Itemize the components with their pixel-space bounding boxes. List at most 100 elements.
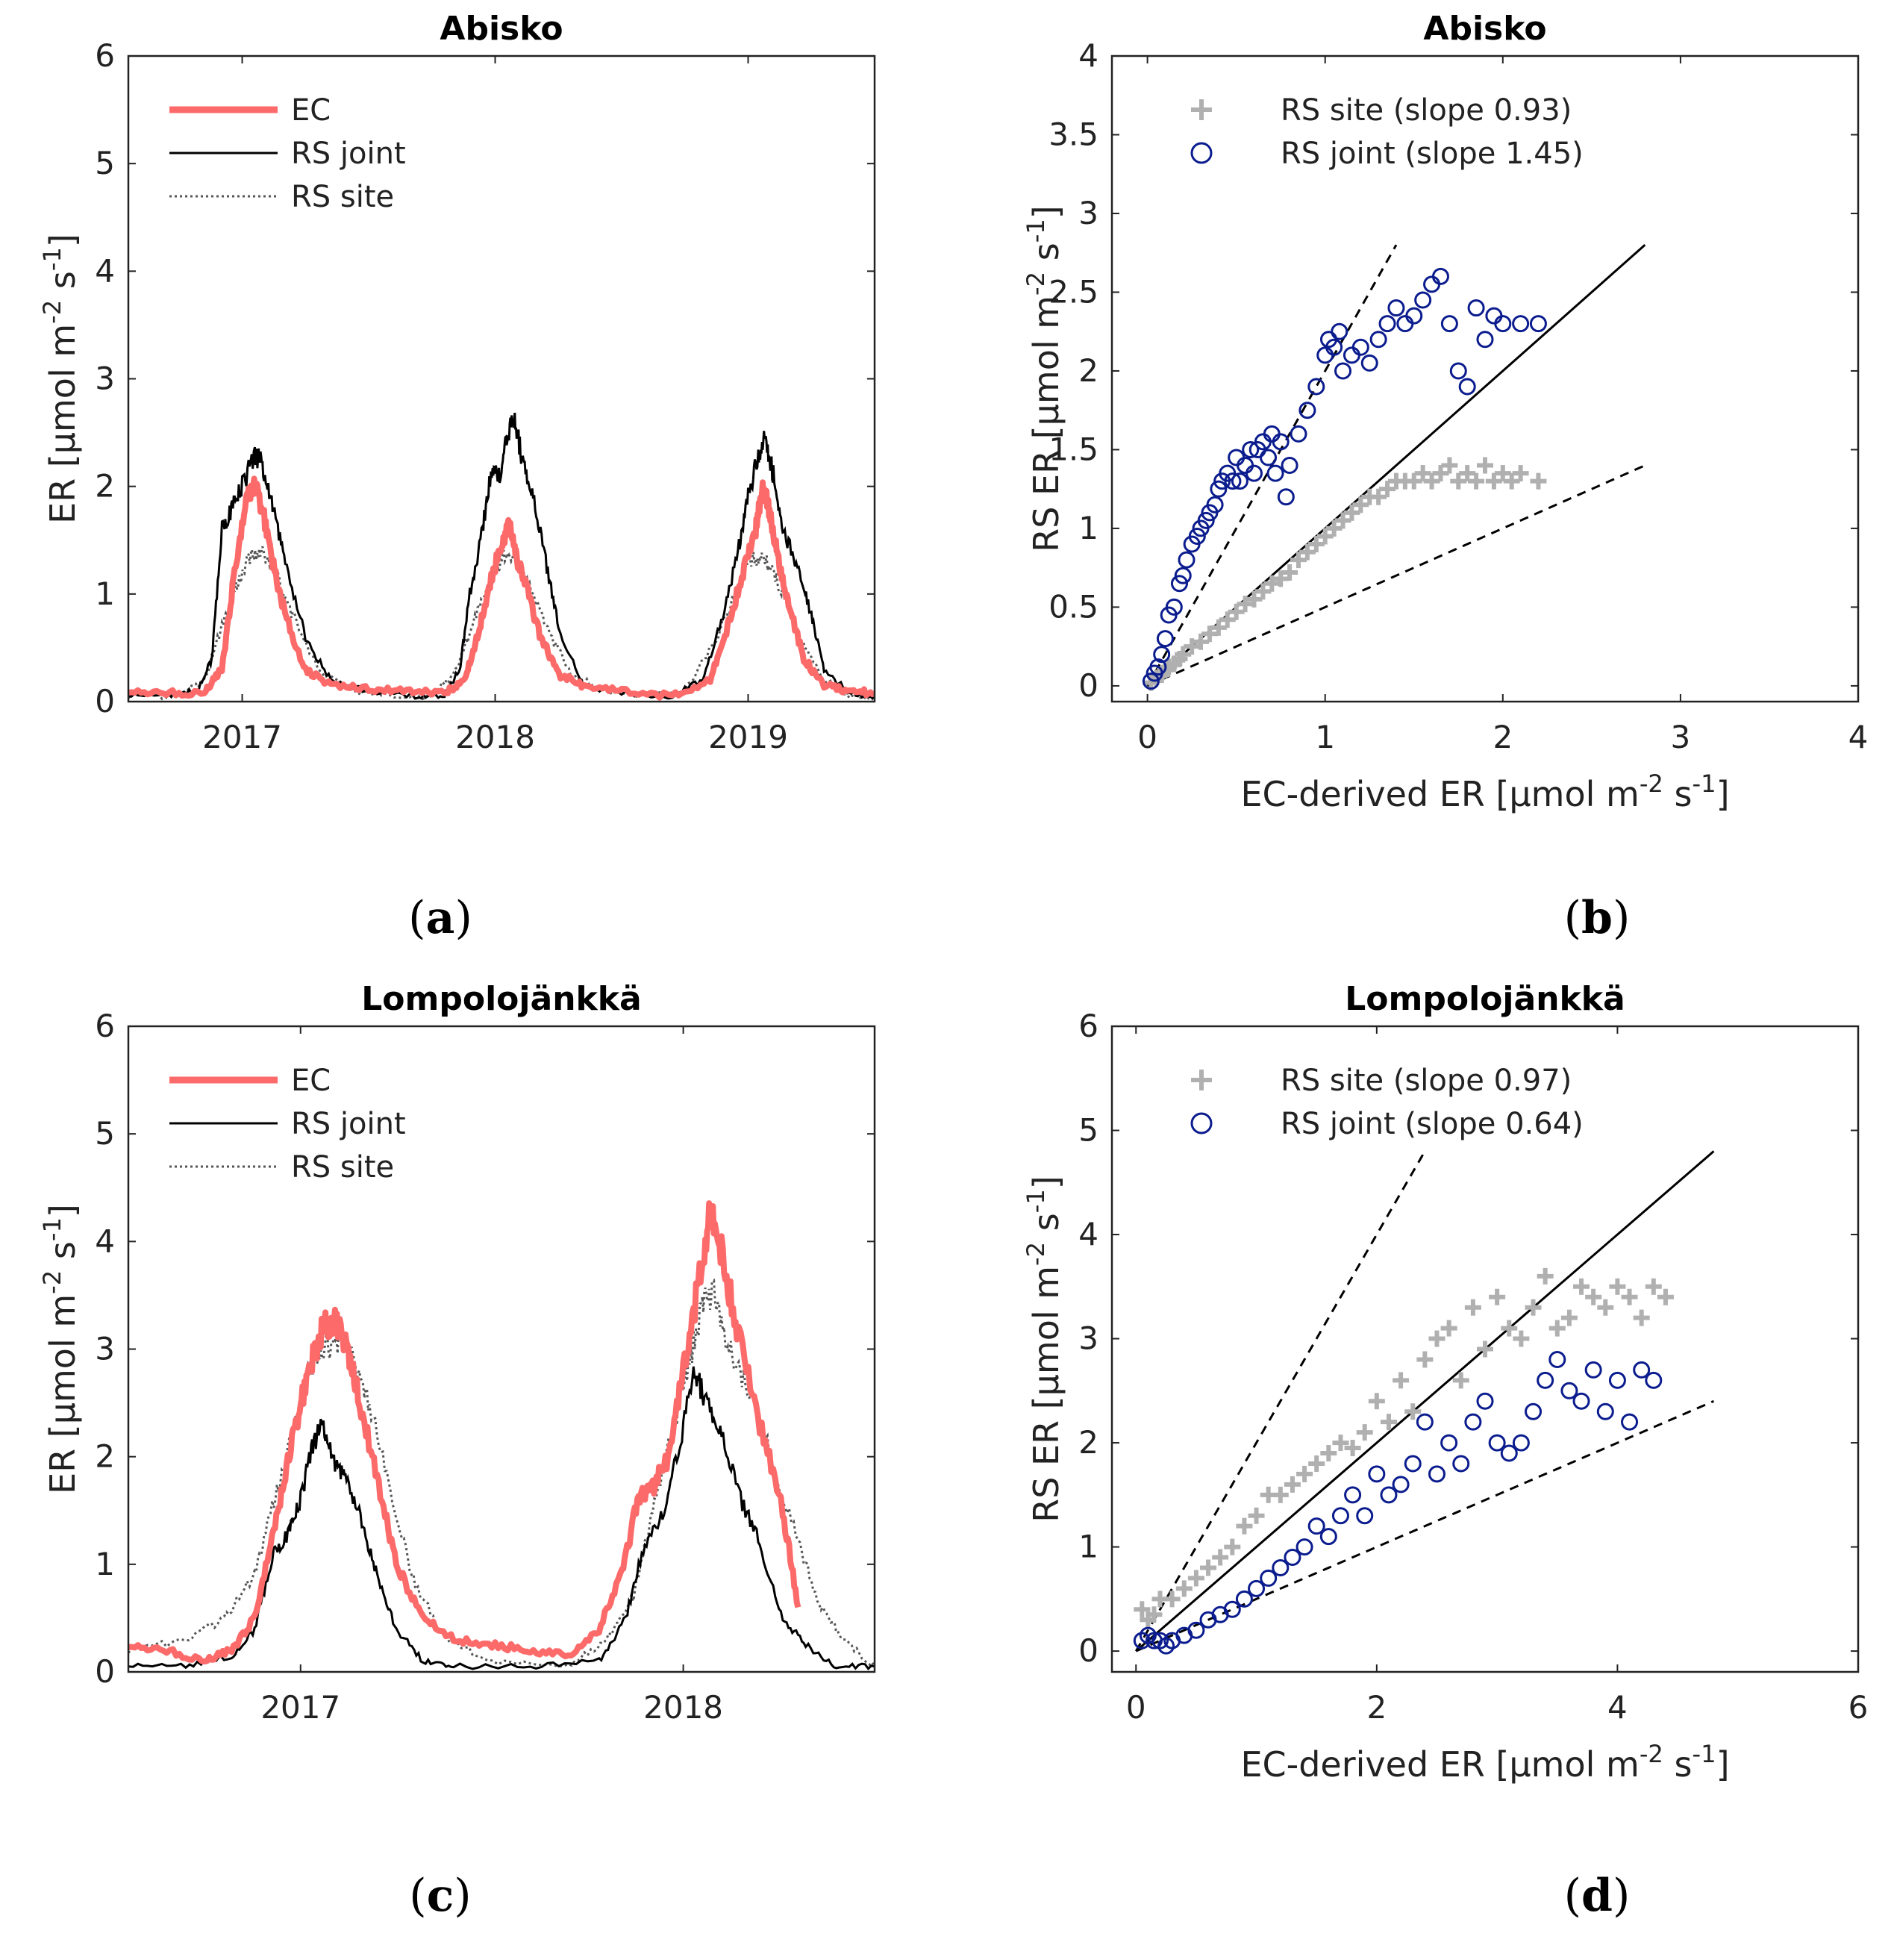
point-circle	[1500, 1444, 1518, 1462]
point-plus	[1464, 1299, 1481, 1316]
point-plus	[1248, 1507, 1265, 1524]
y-axis-label: ER [μmol m-2 s-1]	[38, 1204, 83, 1494]
point-circle	[1187, 1621, 1205, 1639]
y-axis-label: RS ER [μmol m-2 s-1]	[1022, 1176, 1066, 1523]
point-plus	[1236, 1517, 1253, 1535]
y-tick-label: 6	[95, 37, 115, 74]
point-circle	[1512, 1434, 1530, 1452]
y-tick-label: 5	[95, 1115, 115, 1152]
point-circle	[1223, 1600, 1241, 1618]
point-circle	[1272, 433, 1290, 451]
y-tick-label: 1	[1078, 1529, 1098, 1565]
x-tick-label: 3	[1671, 719, 1691, 755]
point-circle	[1404, 1455, 1422, 1473]
point-circle	[1224, 472, 1242, 490]
point-plus	[1184, 638, 1201, 655]
point-circle	[1248, 1579, 1266, 1597]
point-circle	[1206, 496, 1224, 514]
point-circle	[1525, 1402, 1543, 1420]
point-circle	[1316, 346, 1334, 364]
point-circle	[1343, 346, 1360, 364]
point-plus	[1633, 1309, 1650, 1326]
x-tick-label: 1	[1315, 719, 1335, 755]
point-circle	[1414, 291, 1432, 309]
point-plus	[1501, 1320, 1518, 1337]
point-plus	[1228, 603, 1245, 620]
legend-swatch-circle	[1190, 1112, 1213, 1135]
y-tick-label: 3.5	[1048, 116, 1098, 152]
x-tick-label: 2	[1493, 719, 1513, 755]
point-circle	[1440, 1434, 1458, 1452]
x-tick-label: 2018	[455, 719, 535, 755]
point-circle	[1296, 1538, 1313, 1556]
point-plus	[1440, 1320, 1457, 1337]
point-plus	[1343, 504, 1360, 521]
point-plus	[1263, 575, 1281, 592]
point-circle	[1467, 299, 1485, 317]
point-plus	[1272, 1486, 1289, 1503]
series-line-site	[128, 546, 875, 702]
point-circle	[1334, 362, 1352, 380]
y-axis-label: ER [μmol m-2 s-1]	[38, 234, 83, 524]
point-circle	[1572, 1392, 1590, 1410]
point-plus	[1489, 1288, 1506, 1305]
point-plus	[1356, 1424, 1373, 1441]
point-plus	[1316, 528, 1334, 545]
reference-line-dashed	[1134, 1150, 1426, 1652]
series-line-ec	[128, 475, 875, 701]
point-circle	[1156, 630, 1174, 648]
point-plus	[1201, 625, 1218, 643]
point-plus	[1537, 1267, 1554, 1285]
point-plus	[1423, 472, 1440, 490]
point-plus	[1224, 1538, 1241, 1555]
point-plus	[1560, 1309, 1578, 1326]
point-plus	[1494, 465, 1511, 482]
y-tick-label: 5	[95, 145, 115, 181]
point-circle	[1210, 480, 1228, 498]
chart-abisko-timeseries: Abisko 0 1 2 3 4 5 6 2017 2018 2019 ER [μmol m-2 s-…	[38, 10, 876, 755]
point-circle	[1260, 449, 1278, 466]
point-circle	[1319, 1528, 1337, 1546]
point-plus	[1298, 543, 1316, 561]
y-tick-label: 3	[95, 1331, 115, 1367]
series-line-site	[128, 1278, 875, 1668]
point-plus	[1210, 619, 1227, 636]
point-circle	[1290, 425, 1307, 443]
point-plus	[1212, 1549, 1229, 1566]
point-circle	[1356, 1507, 1374, 1525]
y-tick-label: 0.5	[1048, 588, 1098, 625]
chart-title: Abisko	[1423, 10, 1546, 48]
y-tick-label: 5	[1078, 1112, 1098, 1149]
point-plus	[1645, 1278, 1662, 1295]
point-circle	[1369, 331, 1387, 349]
point-plus	[1525, 1299, 1542, 1316]
point-plus	[1597, 1299, 1614, 1316]
series-line-joint	[128, 412, 875, 700]
y-tick-label: 1	[1078, 510, 1098, 546]
point-circle	[1476, 1392, 1494, 1410]
point-plus	[1477, 1341, 1493, 1358]
point-circle	[1633, 1361, 1651, 1379]
point-circle	[1431, 267, 1449, 285]
point-circle	[1608, 1371, 1626, 1389]
y-tick-label: 6	[1078, 1008, 1098, 1044]
point-circle	[1197, 511, 1215, 529]
point-circle	[1396, 315, 1414, 333]
point-circle	[1537, 1371, 1554, 1389]
point-plus	[1503, 472, 1520, 490]
reference-line-dashed	[1135, 1399, 1715, 1652]
point-plus	[1459, 465, 1476, 482]
point-plus	[1450, 472, 1467, 490]
point-circle	[1416, 1413, 1434, 1431]
reference-line-dashed	[1147, 464, 1645, 687]
y-tick-label: 2	[95, 1438, 115, 1475]
point-plus	[1405, 472, 1422, 490]
x-tick-label: 2017	[202, 719, 282, 755]
y-tick-label: 2.5	[1048, 273, 1098, 310]
legend-label: EC	[291, 93, 331, 128]
y-tick-label: 2	[95, 468, 115, 505]
x-tick-label: 0	[1126, 1689, 1146, 1726]
point-plus	[1296, 1465, 1313, 1482]
point-circle	[1387, 299, 1405, 317]
y-tick-label: 4	[1078, 37, 1098, 74]
